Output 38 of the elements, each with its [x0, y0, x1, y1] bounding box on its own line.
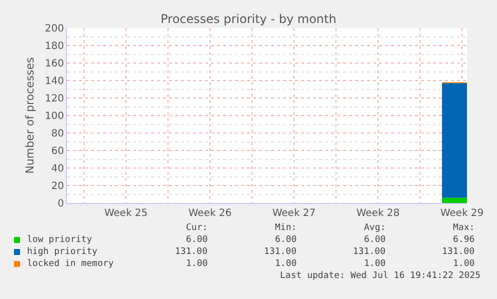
text: 1.00 [364, 259, 386, 269]
text: 131.00 [175, 247, 208, 257]
legend-label: high priority [27, 247, 98, 257]
y-tick-label: 20 [51, 181, 64, 192]
x-tick-label: Week 25 [104, 208, 148, 219]
legend-label: low priority [27, 235, 93, 245]
x-tick-label: Week 27 [272, 208, 316, 219]
y-tick-label: 60 [51, 146, 64, 157]
text: Min: [275, 223, 297, 233]
x-tick-label: Week 29 [440, 208, 484, 219]
y-tick-label: 100 [44, 111, 64, 122]
text: Cur: [186, 223, 208, 233]
text: 6.00 [364, 235, 386, 245]
y-tick-label: 200 [44, 24, 64, 34]
y-tick-label: 140 [44, 76, 64, 87]
x-tick-label: Week 28 [356, 208, 400, 219]
text: Avg: [364, 223, 386, 233]
y-tick-label: 80 [51, 128, 64, 140]
text: 1.00 [275, 259, 297, 269]
chart-title: Processes priority - by month [160, 12, 336, 26]
y-tick-label: 120 [44, 94, 64, 104]
text: 6.00 [275, 235, 297, 245]
x-tick-label: Week 26 [188, 208, 232, 219]
text: 131.00 [353, 247, 386, 257]
text: 6.96 [453, 235, 475, 245]
text: Max: [453, 223, 475, 233]
legend-label: locked in memory [27, 259, 114, 269]
text: 6.00 [186, 235, 208, 245]
y-tick-label: 0 [58, 198, 64, 210]
text: 1.00 [186, 259, 208, 269]
y-tick-label: 180 [44, 41, 64, 52]
text: Last update: Wed Jul 16 19:41:22 2025 [280, 271, 480, 281]
text: 1.00 [453, 259, 475, 269]
text: 131.00 [264, 247, 297, 257]
y-axis-title: Number of processes [24, 56, 37, 174]
y-tick-label: 40 [51, 164, 64, 174]
text: 131.00 [442, 247, 475, 257]
y-tick-label: 160 [44, 58, 64, 70]
